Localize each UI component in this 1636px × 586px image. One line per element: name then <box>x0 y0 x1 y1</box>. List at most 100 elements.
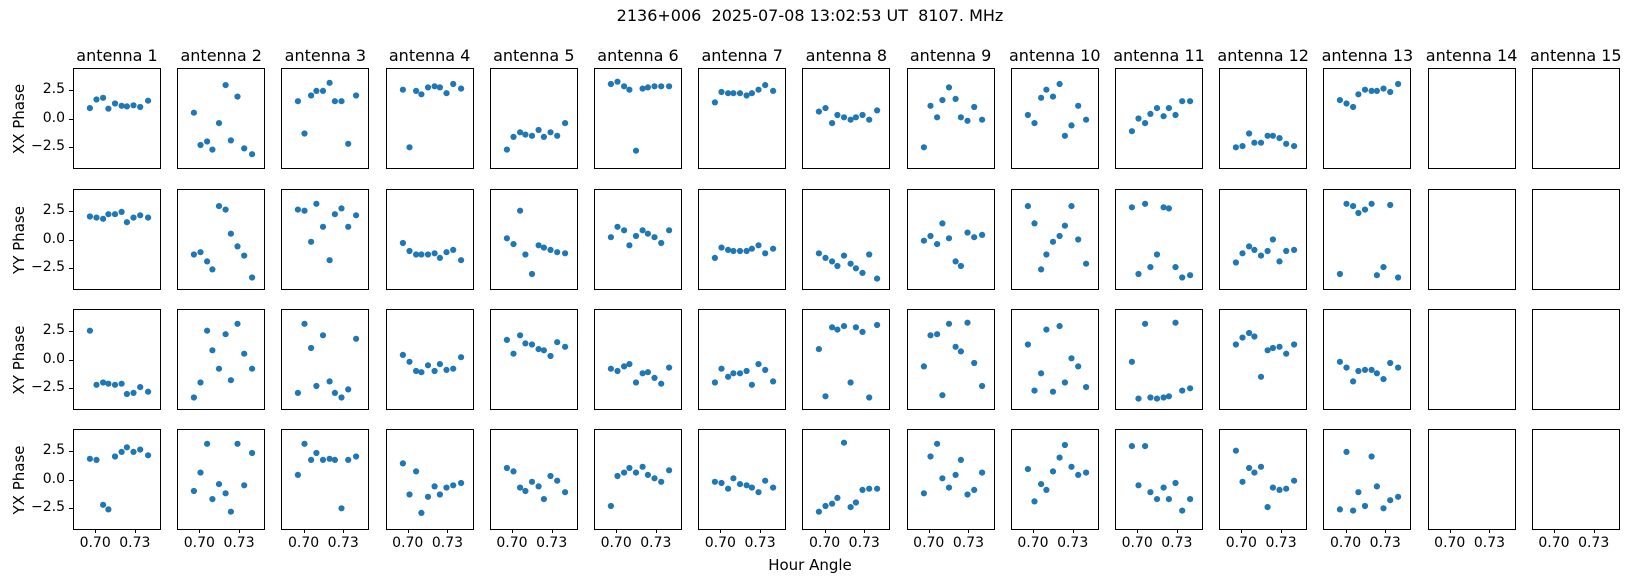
data-point <box>1056 232 1063 240</box>
data-point <box>1387 497 1394 504</box>
scatter-canvas <box>1337 358 1402 385</box>
data-point <box>1264 247 1271 255</box>
x-tick-mark <box>1345 529 1347 533</box>
scatter-canvas <box>816 250 881 282</box>
data-point <box>963 491 971 498</box>
data-point <box>853 265 860 272</box>
data-point <box>1337 270 1344 278</box>
data-point <box>353 92 360 99</box>
data-point <box>222 490 229 497</box>
data-point <box>405 491 413 498</box>
subplot-yx-antenna-10 <box>1010 429 1099 530</box>
data-point <box>1031 220 1038 227</box>
data-point <box>866 394 873 401</box>
x-tick-label: 0.73 <box>1473 535 1506 551</box>
data-point <box>926 332 934 339</box>
scatter-canvas <box>399 351 464 376</box>
data-point <box>561 120 568 127</box>
data-point <box>725 373 732 380</box>
data-point <box>711 254 719 261</box>
scatter-canvas <box>399 460 464 516</box>
data-point <box>621 227 628 234</box>
data-point <box>417 509 425 516</box>
data-point <box>770 378 777 385</box>
data-point <box>436 84 443 91</box>
x-tick-label: 0.70 <box>1225 535 1257 551</box>
data-point <box>1043 486 1050 493</box>
data-point <box>711 99 719 106</box>
subplot-yx-antenna-14 <box>1427 429 1516 530</box>
data-point <box>93 214 100 221</box>
data-point <box>145 97 152 104</box>
data-point <box>535 346 542 353</box>
data-point <box>626 464 633 472</box>
column-title-antenna-12: antenna 12 <box>1217 46 1309 65</box>
data-point <box>1374 272 1381 279</box>
data-point <box>105 380 112 387</box>
scatter-canvas <box>399 239 464 264</box>
data-point <box>145 214 152 221</box>
data-point <box>1172 111 1179 119</box>
data-point <box>1246 243 1253 250</box>
data-point <box>100 94 107 101</box>
data-point <box>227 508 235 515</box>
data-point <box>1264 132 1271 139</box>
data-point <box>118 448 125 455</box>
data-point <box>725 485 732 492</box>
data-point <box>945 235 952 242</box>
data-point <box>216 365 223 372</box>
data-point <box>859 328 866 335</box>
data-point <box>978 469 985 476</box>
data-point <box>301 207 308 214</box>
figure-title: 2136+006 2025-07-08 13:02:53 UT 8107. MH… <box>616 6 1004 25</box>
data-point <box>829 258 836 265</box>
data-point <box>516 484 523 491</box>
scatter-canvas <box>607 361 673 387</box>
data-point <box>1258 373 1265 380</box>
scatter-canvas <box>1232 236 1298 266</box>
data-point <box>503 464 510 472</box>
subplot-xy-antenna-14 <box>1427 309 1516 410</box>
data-point <box>431 250 438 257</box>
scatter-canvas <box>1533 69 1619 168</box>
x-tick-label: 0.70 <box>496 535 528 551</box>
data-point <box>1291 341 1298 348</box>
data-point <box>227 230 235 237</box>
data-point <box>1187 272 1194 279</box>
data-point <box>1153 105 1161 112</box>
data-point <box>978 231 985 238</box>
data-point <box>449 365 456 372</box>
data-point <box>970 103 977 111</box>
data-point <box>621 363 628 370</box>
data-point <box>332 211 339 218</box>
subplot-xy-antenna-1 <box>73 309 161 410</box>
data-point <box>313 200 320 207</box>
y-tick-label: 2.5 <box>42 321 65 338</box>
data-point <box>1147 264 1154 271</box>
data-point <box>412 367 419 375</box>
data-point <box>535 483 542 490</box>
subplot-xx-antenna-9 <box>906 68 995 169</box>
data-point <box>1337 506 1344 513</box>
data-point <box>216 203 223 210</box>
data-point <box>313 87 320 94</box>
data-point <box>1395 493 1402 500</box>
x-tick-label: 0.73 <box>327 535 359 551</box>
data-point <box>308 92 315 99</box>
data-point <box>841 252 848 259</box>
data-point <box>249 449 256 457</box>
data-point <box>197 141 204 149</box>
data-point <box>926 232 934 240</box>
data-point <box>436 254 443 261</box>
x-tick-label: 0.73 <box>1265 535 1297 551</box>
data-point <box>737 481 744 488</box>
data-point <box>1395 80 1402 88</box>
data-point <box>86 327 93 334</box>
scatter-canvas <box>1232 447 1298 511</box>
subplot-yy-antenna-5 <box>489 189 578 290</box>
subplot-xx-antenna-6 <box>594 68 682 169</box>
data-point <box>1368 87 1376 94</box>
data-point <box>933 114 940 121</box>
y-tick-mark <box>69 450 73 452</box>
data-point <box>607 234 614 241</box>
